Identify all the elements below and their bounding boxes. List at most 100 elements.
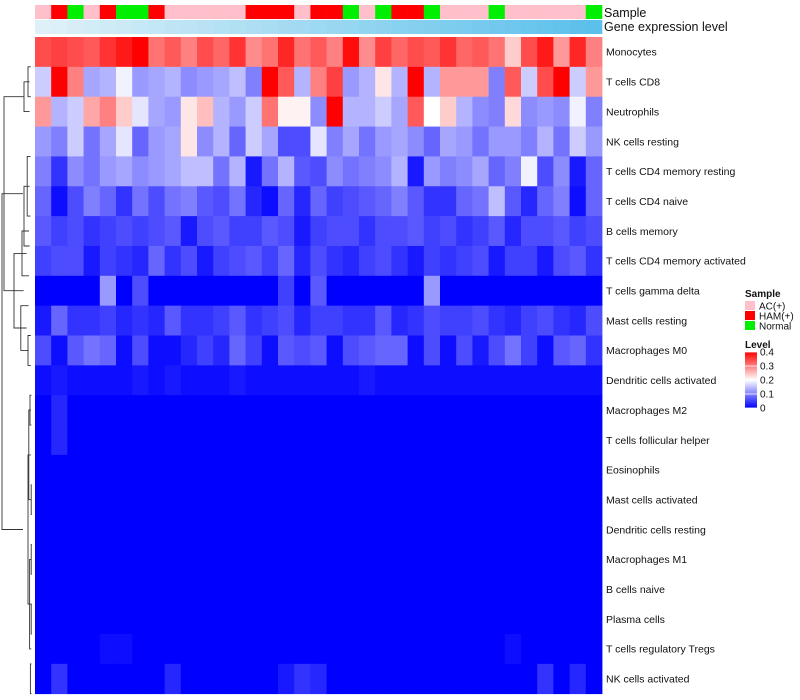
heatmap-cell: [488, 37, 506, 68]
heatmap-cell: [423, 156, 441, 187]
heatmap-cell: [537, 245, 554, 277]
heatmap-cell: [472, 395, 489, 426]
row-label: B cells memory: [606, 226, 679, 238]
gene-annotation-cell: [553, 20, 570, 34]
heatmap-cell: [504, 66, 522, 98]
heatmap-cell: [342, 454, 360, 486]
heatmap-cell: [213, 425, 230, 456]
heatmap-cell: [553, 156, 570, 187]
heatmap-cell: [359, 335, 376, 366]
heatmap-cell: [229, 335, 246, 366]
heatmap-cell: [197, 156, 214, 187]
heatmap-cell: [456, 156, 473, 187]
heatmap-cell: [359, 126, 376, 157]
heatmap-cell: [51, 663, 68, 695]
heatmap-cell: [294, 663, 311, 695]
row-label: T cells regulatory Tregs: [606, 644, 715, 656]
heatmap-cell: [310, 365, 327, 396]
heatmap-cell: [359, 216, 376, 247]
heatmap-cell: [132, 574, 149, 605]
heatmap-cell: [456, 604, 473, 635]
row-label: T cells follicular helper: [606, 435, 710, 447]
heatmap-cell: [132, 484, 149, 515]
sample-annotation-cell: [99, 5, 117, 19]
heatmap-cell: [391, 454, 408, 486]
heatmap-cell: [569, 335, 587, 366]
sample-annotation-cell: [440, 5, 457, 19]
heatmap-cell: [180, 37, 198, 68]
heatmap-cell: [35, 634, 52, 665]
heatmap-cell: [278, 96, 295, 127]
gene-annotation-cell: [245, 20, 263, 34]
heatmap-cell: [553, 66, 570, 98]
heatmap-cell: [35, 66, 52, 98]
heatmap-cell: [326, 66, 344, 98]
heatmap-cell: [326, 425, 344, 456]
heatmap-cell: [51, 96, 68, 127]
heatmap-cell: [488, 156, 506, 187]
heatmap-cell: [326, 634, 344, 665]
heatmap-cell: [585, 156, 603, 187]
heatmap-cell: [472, 634, 489, 665]
heatmap-cell: [456, 96, 473, 127]
heatmap-cell: [180, 604, 198, 635]
heatmap-cell: [407, 186, 425, 217]
heatmap-cell: [261, 216, 279, 247]
heatmap-cell: [245, 484, 263, 515]
heatmap-cell: [375, 156, 392, 187]
row-label: Mast cells activated: [606, 494, 698, 506]
row-label: Eosinophils: [606, 465, 660, 477]
heatmap-cell: [261, 514, 279, 545]
heatmap-cell: [342, 216, 360, 247]
heatmap-cell: [326, 216, 344, 247]
heatmap-cell: [229, 186, 246, 217]
heatmap-cell: [294, 186, 311, 217]
sample-annotation-label: Sample: [604, 6, 646, 20]
gene-annotation-cell: [569, 20, 587, 34]
legend-swatch: [745, 321, 755, 330]
heatmap-cell: [407, 365, 425, 396]
heatmap-cell: [261, 365, 279, 396]
heatmap-cell: [440, 604, 457, 635]
heatmap-cell: [537, 275, 554, 307]
heatmap-cell: [504, 275, 522, 307]
heatmap-cell: [278, 663, 295, 695]
heatmap-cell: [569, 156, 587, 187]
heatmap-cell: [197, 604, 214, 635]
heatmap-cell: [456, 275, 473, 307]
heatmap-cell: [294, 544, 311, 575]
heatmap-cell: [359, 514, 376, 545]
heatmap-cell: [585, 514, 603, 545]
heatmap-cell: [245, 335, 263, 366]
heatmap-cell: [245, 156, 263, 187]
heatmap-cell: [342, 425, 360, 456]
gene-annotation-cell: [488, 20, 506, 34]
heatmap-cell: [51, 604, 68, 635]
heatmap-cell: [504, 663, 522, 695]
heatmap-cell: [148, 66, 165, 98]
heatmap-cell: [504, 245, 522, 277]
heatmap-cell: [391, 544, 408, 575]
heatmap-cell: [569, 365, 587, 396]
heatmap-cell: [569, 126, 587, 157]
heatmap-cell: [569, 454, 587, 486]
heatmap-cell: [553, 425, 570, 456]
gene-annotation-cell: [197, 20, 214, 34]
heatmap-cell: [488, 604, 506, 635]
heatmap-cell: [197, 305, 214, 336]
heatmap-cell: [553, 335, 570, 366]
gene-annotation-cell: [294, 20, 311, 34]
heatmap-cell: [569, 425, 587, 456]
heatmap-cell: [310, 305, 327, 336]
heatmap-cell: [342, 395, 360, 426]
heatmap-cell: [375, 604, 392, 635]
heatmap-cell: [440, 634, 457, 665]
heatmap-cell: [407, 514, 425, 545]
heatmap-cell: [440, 484, 457, 515]
heatmap-cell: [342, 37, 360, 68]
heatmap-cell: [99, 186, 117, 217]
gene-annotation-cell: [261, 20, 279, 34]
legend-sample-label: AC(+): [759, 302, 785, 313]
heatmap-cell: [67, 395, 84, 426]
heatmap-cell: [569, 514, 587, 545]
